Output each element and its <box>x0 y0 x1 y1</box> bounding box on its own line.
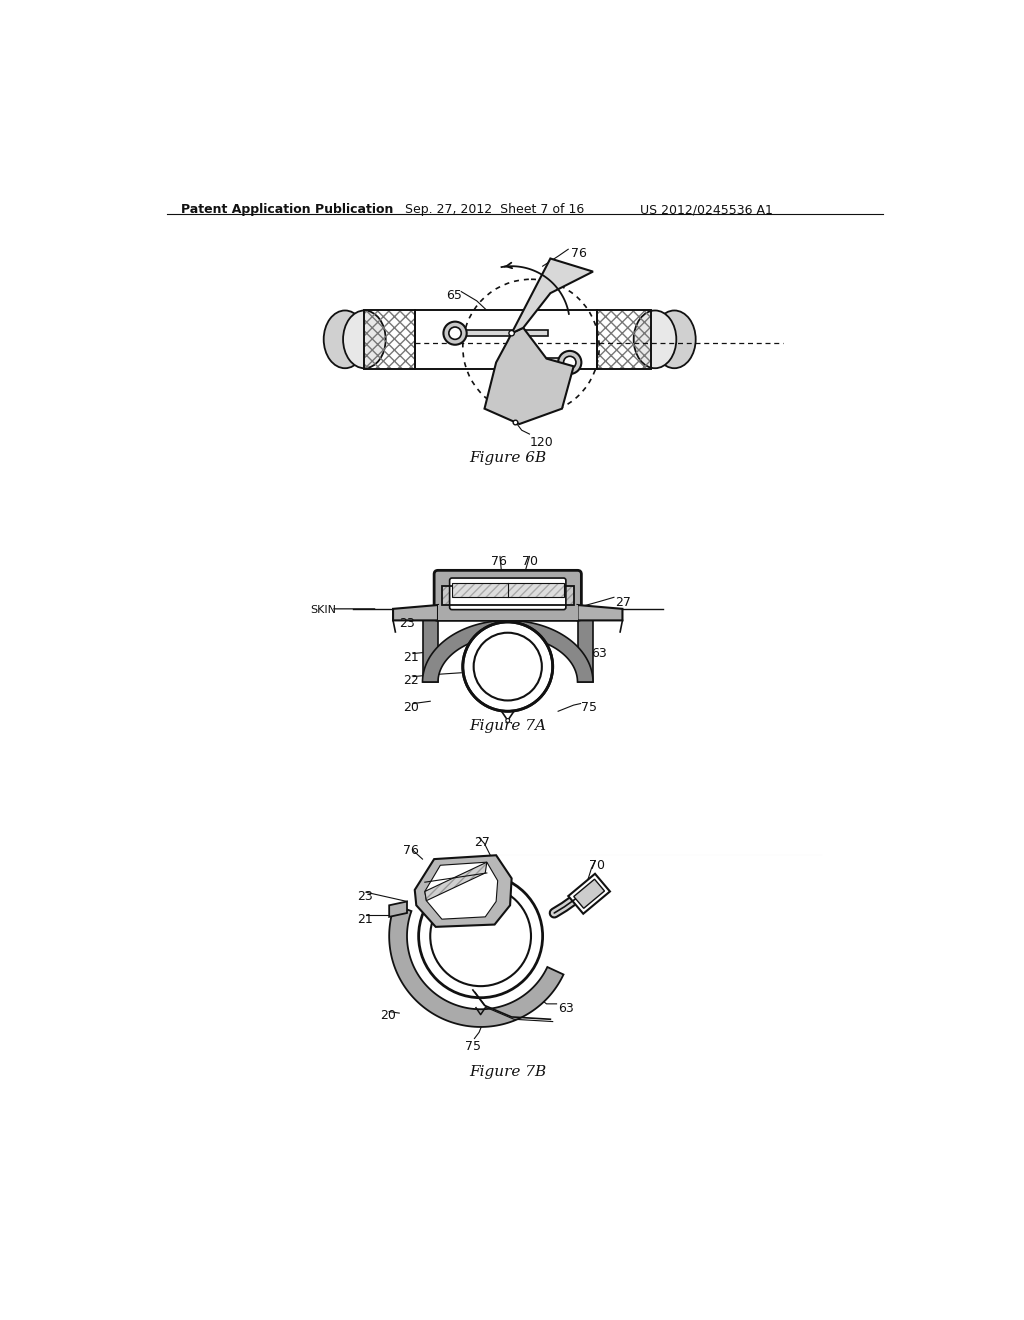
Polygon shape <box>415 855 512 927</box>
Polygon shape <box>568 874 610 913</box>
Text: 76: 76 <box>490 554 507 568</box>
Polygon shape <box>423 620 438 682</box>
Polygon shape <box>578 620 593 682</box>
Text: 120: 120 <box>529 436 553 449</box>
Text: 65: 65 <box>445 289 462 302</box>
Polygon shape <box>423 620 593 682</box>
Circle shape <box>463 622 553 711</box>
Text: Figure 7A: Figure 7A <box>469 719 546 733</box>
Ellipse shape <box>506 718 510 722</box>
Text: Patent Application Publication: Patent Application Publication <box>180 203 393 216</box>
Polygon shape <box>578 605 623 620</box>
Bar <box>452 583 563 597</box>
Polygon shape <box>425 862 498 919</box>
Bar <box>455 330 548 337</box>
Text: Sep. 27, 2012  Sheet 7 of 16: Sep. 27, 2012 Sheet 7 of 16 <box>406 203 585 216</box>
Text: Figure 6B: Figure 6B <box>469 451 547 465</box>
Text: 63: 63 <box>592 647 607 660</box>
Polygon shape <box>512 259 593 333</box>
Ellipse shape <box>343 310 386 368</box>
Text: 27: 27 <box>474 836 490 849</box>
Text: 22: 22 <box>504 886 519 899</box>
Bar <box>442 586 573 605</box>
FancyBboxPatch shape <box>434 570 582 620</box>
Text: SKIN: SKIN <box>310 605 336 615</box>
Polygon shape <box>484 327 573 424</box>
Text: 70: 70 <box>521 554 538 568</box>
Text: 76: 76 <box>571 247 587 260</box>
Polygon shape <box>438 605 578 620</box>
Text: 20: 20 <box>403 701 419 714</box>
Bar <box>415 310 597 368</box>
Ellipse shape <box>563 356 575 368</box>
Text: 70: 70 <box>589 859 605 873</box>
Text: 23: 23 <box>399 616 415 630</box>
Ellipse shape <box>634 310 676 368</box>
Ellipse shape <box>509 330 514 335</box>
Text: 63: 63 <box>558 1002 573 1015</box>
Circle shape <box>419 874 543 998</box>
Bar <box>365 310 415 368</box>
Text: 20: 20 <box>380 1010 395 1022</box>
Text: 75: 75 <box>582 701 597 714</box>
Bar <box>597 310 651 368</box>
Polygon shape <box>573 879 604 908</box>
Ellipse shape <box>324 310 367 368</box>
Text: 21: 21 <box>356 913 373 927</box>
Text: US 2012/0245536 A1: US 2012/0245536 A1 <box>640 203 772 216</box>
Polygon shape <box>393 605 438 620</box>
Ellipse shape <box>653 310 695 368</box>
Ellipse shape <box>513 420 518 425</box>
Text: 76: 76 <box>403 843 419 857</box>
FancyBboxPatch shape <box>450 578 566 610</box>
Text: 75: 75 <box>465 1040 481 1053</box>
Ellipse shape <box>558 351 582 374</box>
Text: 22: 22 <box>403 675 419 688</box>
Text: 21: 21 <box>403 651 419 664</box>
Bar <box>442 586 573 605</box>
Text: 27: 27 <box>614 595 631 609</box>
Polygon shape <box>425 862 486 900</box>
Bar <box>365 310 415 368</box>
Bar <box>452 583 563 597</box>
Ellipse shape <box>443 322 467 345</box>
Polygon shape <box>389 906 563 1027</box>
Text: 23: 23 <box>356 890 373 903</box>
Text: Figure 7B: Figure 7B <box>469 1065 547 1080</box>
Polygon shape <box>389 902 407 917</box>
Bar <box>547 358 571 364</box>
Bar <box>597 310 651 368</box>
Ellipse shape <box>449 327 461 339</box>
